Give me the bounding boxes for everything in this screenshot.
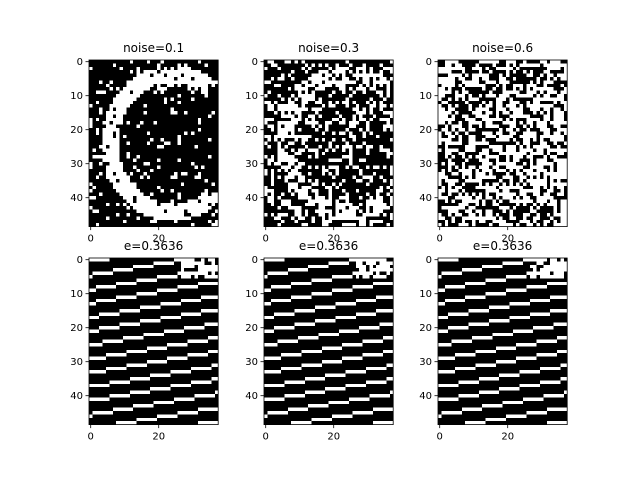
axes-frame — [263, 59, 394, 228]
subplot-title: e=0.3636 — [124, 239, 183, 253]
subplot-title: noise=0.6 — [472, 41, 533, 55]
y-tick-label: 10 — [419, 289, 432, 300]
x-tick-label: 0 — [437, 432, 443, 443]
y-tick-label: 40 — [419, 193, 432, 204]
y-tick-label: 10 — [245, 91, 258, 102]
x-tick-label: 20 — [327, 234, 340, 245]
image-pixels — [264, 60, 394, 227]
subplot-title: noise=0.3 — [298, 41, 359, 55]
x-tick-label: 0 — [263, 234, 269, 245]
y-tick-label: 0 — [252, 57, 258, 68]
subplot-title: noise=0.1 — [123, 41, 184, 55]
y-tick-label: 40 — [70, 193, 83, 204]
y-tick-label: 20 — [70, 125, 83, 136]
x-tick-label: 20 — [327, 432, 340, 443]
y-tick-label: 20 — [419, 125, 432, 136]
y-tick-label: 30 — [245, 159, 258, 170]
axes-frame — [88, 59, 219, 228]
x-tick-label: 0 — [263, 432, 269, 443]
x-tick-label: 20 — [501, 234, 514, 245]
y-tick-label: 40 — [245, 193, 258, 204]
y-tick-label: 0 — [252, 255, 258, 266]
x-tick-label: 20 — [501, 432, 514, 443]
y-tick-label: 30 — [419, 357, 432, 368]
subplot-title: e=0.3636 — [473, 239, 532, 253]
y-tick-label: 10 — [70, 91, 83, 102]
y-tick-label: 0 — [77, 57, 83, 68]
y-tick-label: 30 — [70, 357, 83, 368]
y-tick-label: 30 — [245, 357, 258, 368]
y-tick-label: 20 — [419, 323, 432, 334]
y-tick-label: 30 — [70, 159, 83, 170]
axes-frame — [437, 257, 568, 426]
subplot-title: e=0.3636 — [299, 239, 358, 253]
image-pixels — [89, 258, 219, 425]
y-tick-label: 20 — [245, 125, 258, 136]
y-tick-label: 10 — [419, 91, 432, 102]
subplot-5: e=0.3636 0 10 20 30 40 0 20 — [245, 239, 394, 443]
y-tick-label: 20 — [245, 323, 258, 334]
axes-frame — [437, 59, 568, 228]
y-tick-label: 30 — [419, 159, 432, 170]
subplot-2: noise=0.3 0 10 20 30 40 0 20 — [245, 41, 394, 245]
x-tick-label: 20 — [152, 432, 165, 443]
x-tick-label: 0 — [88, 234, 94, 245]
y-tick-label: 40 — [70, 391, 83, 402]
image-pixels — [264, 258, 394, 425]
axes-frame — [88, 257, 219, 426]
image-pixels — [438, 60, 568, 227]
axes-frame — [263, 257, 394, 426]
y-tick-label: 10 — [245, 289, 258, 300]
y-tick-label: 0 — [77, 255, 83, 266]
subplot-6: e=0.3636 0 10 20 30 40 0 20 — [419, 239, 568, 443]
y-tick-label: 10 — [70, 289, 83, 300]
y-tick-label: 0 — [426, 57, 432, 68]
y-tick-label: 20 — [70, 323, 83, 334]
subplot-4: e=0.3636 0 10 20 30 40 0 20 — [70, 239, 219, 443]
y-tick-label: 40 — [419, 391, 432, 402]
x-tick-label: 20 — [152, 234, 165, 245]
subplot-1: noise=0.1 0 10 20 30 40 0 20 — [70, 41, 219, 245]
image-pixels — [438, 258, 568, 425]
y-tick-label: 0 — [426, 255, 432, 266]
image-pixels — [89, 60, 219, 227]
x-tick-label: 0 — [437, 234, 443, 245]
y-tick-label: 40 — [245, 391, 258, 402]
subplot-3: noise=0.6 0 10 20 30 40 0 20 — [419, 41, 568, 245]
x-tick-label: 0 — [88, 432, 94, 443]
